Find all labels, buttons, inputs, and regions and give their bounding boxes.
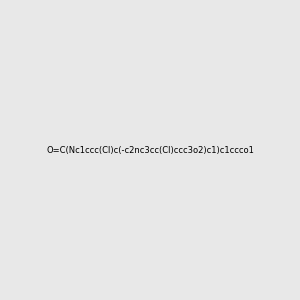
Text: O=C(Nc1ccc(Cl)c(-c2nc3cc(Cl)ccc3o2)c1)c1ccco1: O=C(Nc1ccc(Cl)c(-c2nc3cc(Cl)ccc3o2)c1)c1… [46,146,254,154]
